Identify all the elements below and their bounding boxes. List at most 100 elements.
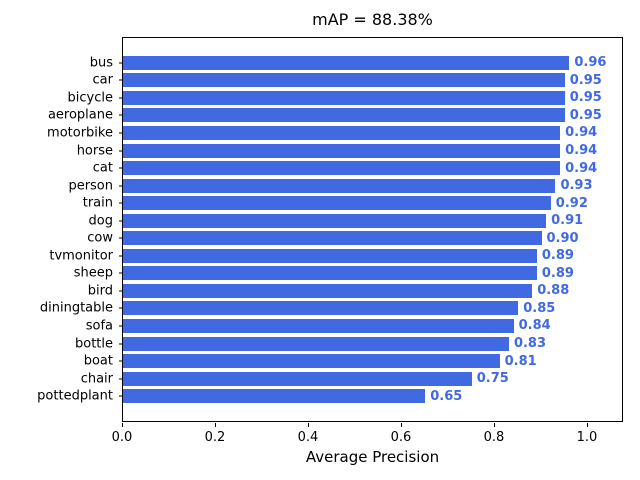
bar-chair bbox=[123, 371, 472, 386]
y-tick-mark bbox=[119, 272, 123, 274]
bar-bird bbox=[123, 283, 533, 298]
bar-row: sheep 0.89 bbox=[74, 265, 622, 283]
x-tick-label: 0.0 bbox=[111, 430, 133, 445]
value-label: 0.83 bbox=[513, 336, 547, 352]
category-label: diningtable bbox=[39, 300, 113, 316]
bar-row: chair 0.75 bbox=[81, 370, 622, 388]
bar-row: pottedplant 0.65 bbox=[37, 387, 622, 405]
y-tick-mark bbox=[119, 132, 123, 134]
value-label: 0.94 bbox=[565, 143, 598, 158]
category-label: boat bbox=[83, 353, 113, 369]
category-label: car bbox=[92, 72, 113, 88]
x-tick-label: 0.6 bbox=[390, 430, 412, 445]
value-label: 0.94 bbox=[565, 160, 598, 176]
x-tick-mark bbox=[494, 423, 495, 427]
x-tick-mark bbox=[122, 423, 123, 427]
bar-row: cow 0.90 bbox=[87, 229, 622, 247]
category-label: bicycle bbox=[67, 90, 113, 106]
y-tick-mark bbox=[119, 167, 123, 169]
bar-row: motorbike 0.94 bbox=[47, 124, 622, 142]
value-label: 0.89 bbox=[541, 248, 574, 264]
y-tick-mark bbox=[119, 114, 123, 116]
value-label: 0.91 bbox=[551, 213, 584, 229]
y-tick-mark bbox=[119, 237, 123, 239]
bar-diningtable bbox=[123, 301, 519, 316]
bar-horse bbox=[123, 143, 561, 158]
category-label: person bbox=[68, 178, 113, 194]
value-label: 0.88 bbox=[537, 283, 570, 299]
category-label: motorbike bbox=[47, 125, 113, 141]
value-label: 0.85 bbox=[523, 300, 556, 316]
y-tick-mark bbox=[119, 185, 123, 187]
value-label: 0.65 bbox=[430, 388, 463, 404]
x-tick-label: 1.0 bbox=[576, 430, 598, 445]
bar-boat bbox=[123, 354, 500, 369]
bar-row: dog 0.91 bbox=[89, 212, 622, 230]
x-tick-mark bbox=[308, 423, 309, 427]
category-label: pottedplant bbox=[37, 388, 113, 404]
y-tick-mark bbox=[119, 360, 123, 362]
value-label: 0.81 bbox=[504, 353, 537, 369]
bar-row: train 0.92 bbox=[83, 194, 622, 212]
category-label: cat bbox=[92, 160, 113, 176]
y-tick-mark bbox=[119, 62, 123, 64]
x-tick-mark bbox=[401, 423, 402, 427]
bar-row: aeroplane 0.95 bbox=[48, 107, 622, 125]
bar-row: cat 0.94 bbox=[93, 159, 622, 177]
y-tick-mark bbox=[119, 150, 123, 151]
chart-title: mAP = 88.38% bbox=[312, 10, 433, 29]
bar-sofa bbox=[123, 318, 514, 333]
value-label: 0.95 bbox=[569, 90, 602, 106]
category-label: bus bbox=[89, 55, 113, 71]
category-label: cow bbox=[87, 230, 113, 246]
value-label: 0.90 bbox=[546, 230, 579, 246]
category-label: dog bbox=[88, 213, 113, 229]
bar-row: bus 0.96 bbox=[90, 54, 622, 72]
bar-dog bbox=[123, 213, 547, 228]
bar-row: car 0.95 bbox=[93, 72, 622, 90]
x-tick-label: 0.2 bbox=[204, 430, 226, 445]
x-tick-label: 0.4 bbox=[297, 430, 319, 445]
value-label: 0.96 bbox=[574, 55, 607, 71]
category-label: tvmonitor bbox=[49, 248, 113, 264]
bar-row: sofa 0.84 bbox=[86, 317, 622, 335]
bar-row: person 0.93 bbox=[68, 177, 622, 195]
bar-row: tvmonitor 0.89 bbox=[49, 247, 622, 265]
bar-cat bbox=[123, 161, 561, 176]
value-label: 0.94 bbox=[565, 125, 598, 141]
bar-row: boat 0.81 bbox=[84, 352, 622, 370]
bar-bottle bbox=[123, 336, 509, 351]
bar-row: bottle 0.83 bbox=[75, 335, 622, 353]
y-tick-mark bbox=[119, 378, 123, 380]
y-tick-mark bbox=[119, 395, 123, 397]
y-tick-mark bbox=[119, 97, 123, 99]
x-tick-mark bbox=[215, 423, 216, 427]
category-label: bottle bbox=[74, 336, 113, 352]
category-label: train bbox=[82, 195, 113, 211]
bar-motorbike bbox=[123, 125, 561, 140]
bar-row: diningtable 0.85 bbox=[40, 300, 622, 318]
x-axis: 0.0 0.2 0.4 0.6 0.8 1.0 bbox=[112, 422, 623, 448]
x-axis-label: Average Precision bbox=[305, 448, 440, 466]
bar-car bbox=[123, 73, 565, 88]
value-label: 0.84 bbox=[518, 318, 551, 334]
y-tick-mark bbox=[119, 79, 123, 81]
bar-bicycle bbox=[123, 90, 565, 105]
value-label: 0.89 bbox=[541, 265, 574, 281]
category-label: horse bbox=[76, 143, 113, 158]
value-label: 0.95 bbox=[569, 107, 602, 123]
bar-bus bbox=[123, 55, 570, 70]
y-tick-mark bbox=[119, 307, 123, 309]
y-tick-mark bbox=[119, 202, 123, 204]
value-label: 0.92 bbox=[555, 195, 588, 211]
bar-row: bicycle 0.95 bbox=[68, 89, 622, 107]
bar-row: bird 0.88 bbox=[88, 282, 622, 300]
y-tick-mark bbox=[119, 255, 123, 257]
bar-aeroplane bbox=[123, 108, 565, 123]
bar-cow bbox=[123, 231, 542, 246]
y-tick-mark bbox=[119, 290, 123, 292]
bar-row: horse 0.94 bbox=[77, 142, 622, 160]
plot-area: bus 0.96 car 0.95 bicycle 0.95 aeroplane 0.95 mo… bbox=[37, 37, 623, 422]
category-label: sheep bbox=[73, 265, 113, 281]
y-tick-mark bbox=[119, 220, 123, 222]
